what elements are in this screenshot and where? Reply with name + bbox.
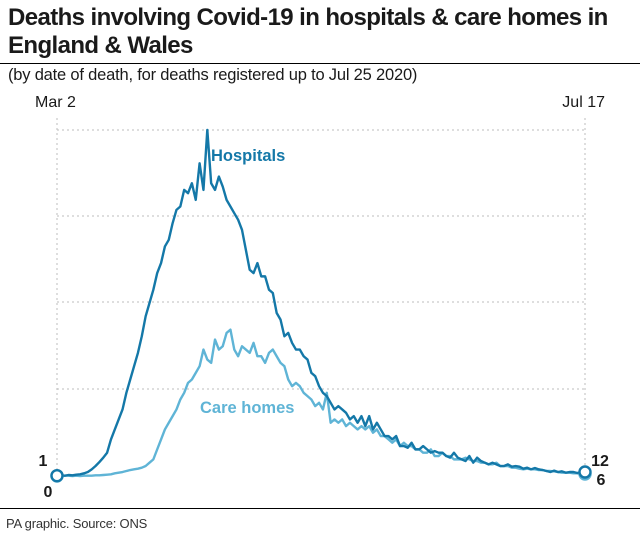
title-rule [0,63,640,64]
care-homes-start-value: 0 [44,484,53,501]
x-end-label: Jul 17 [562,94,605,111]
hospitals-end-value: 12 [591,453,609,470]
gridlines [56,118,586,476]
series-group [50,128,592,483]
source-note: PA graphic. Source: ONS [6,516,148,531]
series-line-care-homes [56,328,585,478]
chart-subtitle: (by date of death, for deaths registered… [8,66,418,84]
x-start-label: Mar 2 [35,94,76,111]
footer-rule [0,508,640,509]
series-label-hospitals: Hospitals [211,147,285,165]
hospitals-end-marker [578,465,592,479]
chart-title: Deaths involving Covid-19 in hospitals &… [8,4,608,59]
care-homes-end-value: 6 [597,472,606,489]
series-line-hospitals [56,128,585,477]
hospitals-start-value: 1 [39,453,48,470]
hospitals-start-marker [50,468,64,483]
series-label-care-homes: Care homes [200,399,294,417]
